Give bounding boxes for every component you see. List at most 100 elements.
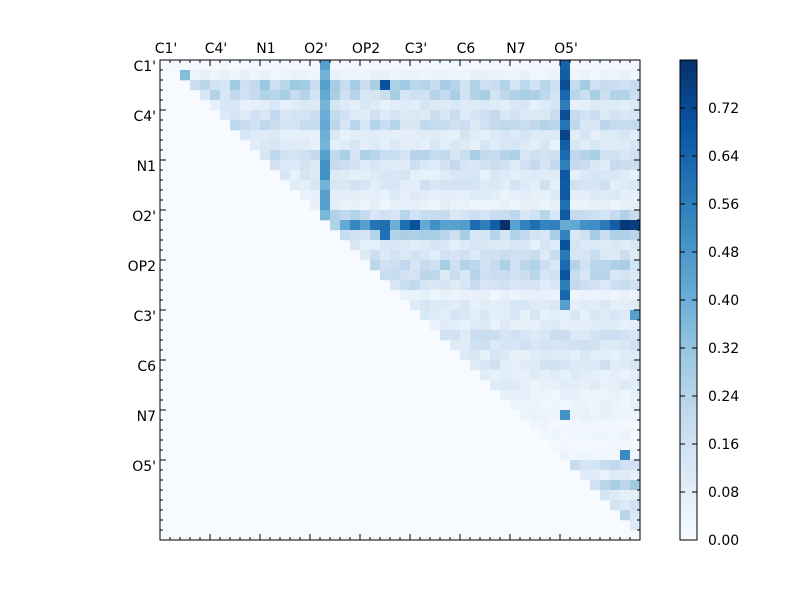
heatmap-cell: [510, 180, 521, 191]
heatmap-cell: [530, 360, 541, 371]
heatmap-cell: [630, 330, 641, 341]
heatmap-cell: [560, 320, 571, 331]
heatmap-cell: [540, 290, 551, 301]
heatmap-cell: [590, 400, 601, 411]
heatmap-cell: [370, 80, 381, 91]
heatmap-cell: [570, 340, 581, 351]
heatmap-cell: [610, 110, 621, 121]
heatmap-cell: [290, 70, 301, 81]
colorbar-tick-label: 0.00: [708, 533, 739, 549]
heatmap-cell: [580, 250, 591, 261]
heatmap-cell: [500, 300, 511, 311]
heatmap-cell: [450, 110, 461, 121]
heatmap-cell: [360, 90, 371, 101]
heatmap-cell: [590, 290, 601, 301]
heatmap-cell: [620, 510, 631, 521]
heatmap-cell: [500, 180, 511, 191]
heatmap-cell: [550, 140, 561, 151]
heatmap-cell: [540, 170, 551, 181]
colorbar-tick-label: 0.16: [708, 437, 739, 453]
heatmap-cell: [480, 240, 491, 251]
heatmap-cell: [610, 100, 621, 111]
heatmap-cell: [430, 180, 441, 191]
heatmap-cell: [420, 200, 431, 211]
heatmap-cell: [390, 140, 401, 151]
heatmap-cell: [450, 340, 461, 351]
heatmap-cell: [460, 180, 471, 191]
heatmap-cell: [550, 380, 561, 391]
heatmap-cell: [390, 60, 401, 71]
heatmap-cell: [530, 150, 541, 161]
heatmap-cell: [520, 390, 531, 401]
heatmap-cell: [560, 150, 571, 161]
heatmap-cell: [400, 190, 411, 201]
heatmap-cell: [340, 100, 351, 111]
heatmap-cell: [450, 270, 461, 281]
heatmap-cell: [630, 80, 641, 91]
heatmap-cell: [240, 120, 251, 131]
heatmap-cell: [500, 250, 511, 261]
heatmap-cell: [630, 210, 641, 221]
heatmap-cell: [590, 120, 601, 131]
heatmap-cell: [450, 280, 461, 291]
heatmap-cell: [520, 70, 531, 81]
heatmap-cell: [540, 380, 551, 391]
heatmap-cell: [540, 300, 551, 311]
heatmap-cell: [380, 70, 391, 81]
heatmap-cell: [550, 320, 561, 331]
heatmap-cell: [440, 60, 451, 71]
heatmap-cell: [590, 340, 601, 351]
heatmap-cell: [370, 190, 381, 201]
heatmap-cell: [560, 410, 571, 421]
heatmap-cell: [520, 120, 531, 131]
heatmap-cell: [560, 120, 571, 131]
heatmap-cell: [310, 120, 321, 131]
heatmap-cell: [320, 120, 331, 131]
heatmap-cell: [630, 70, 641, 81]
heatmap-cell: [250, 120, 261, 131]
heatmap-cell: [370, 260, 381, 271]
heatmap-cell: [500, 170, 511, 181]
heatmap-cell: [390, 150, 401, 161]
heatmap-cell: [410, 160, 421, 171]
heatmap-cell: [630, 520, 641, 531]
heatmap-cell: [560, 400, 571, 411]
heatmap-cell: [560, 370, 571, 381]
heatmap-cell: [260, 110, 271, 121]
heatmap-cell: [350, 200, 361, 211]
heatmap-cell: [530, 290, 541, 301]
heatmap-cell: [290, 130, 301, 141]
heatmap-cell: [470, 140, 481, 151]
heatmap-cell: [550, 430, 561, 441]
heatmap-cell: [590, 280, 601, 291]
heatmap-cell: [530, 110, 541, 121]
heatmap-cell: [580, 280, 591, 291]
heatmap-cell: [610, 420, 621, 431]
heatmap-cell: [630, 280, 641, 291]
heatmap-cell: [520, 310, 531, 321]
heatmap-cell: [420, 160, 431, 171]
heatmap-cell: [350, 110, 361, 121]
heatmap-cell: [390, 90, 401, 101]
heatmap-cell: [280, 60, 291, 71]
heatmap-cell: [600, 410, 611, 421]
heatmap-cell: [530, 80, 541, 91]
heatmap-cell: [590, 470, 601, 481]
heatmap-cell: [600, 440, 611, 451]
heatmap-cell: [530, 190, 541, 201]
heatmap-cell: [350, 60, 361, 71]
heatmap-cell: [630, 350, 641, 361]
heatmap-cell: [290, 60, 301, 71]
heatmap-cell: [550, 110, 561, 121]
heatmap-cell: [610, 90, 621, 101]
heatmap-cell: [550, 190, 561, 201]
heatmap-cell: [490, 130, 501, 141]
heatmap-cell: [430, 250, 441, 261]
heatmap-cell: [530, 220, 541, 231]
heatmap-cell: [630, 240, 641, 251]
heatmap-cell: [470, 90, 481, 101]
heatmap-cell: [600, 210, 611, 221]
heatmap-cell: [390, 130, 401, 141]
heatmap-cell: [410, 80, 421, 91]
heatmap-cell: [470, 80, 481, 91]
